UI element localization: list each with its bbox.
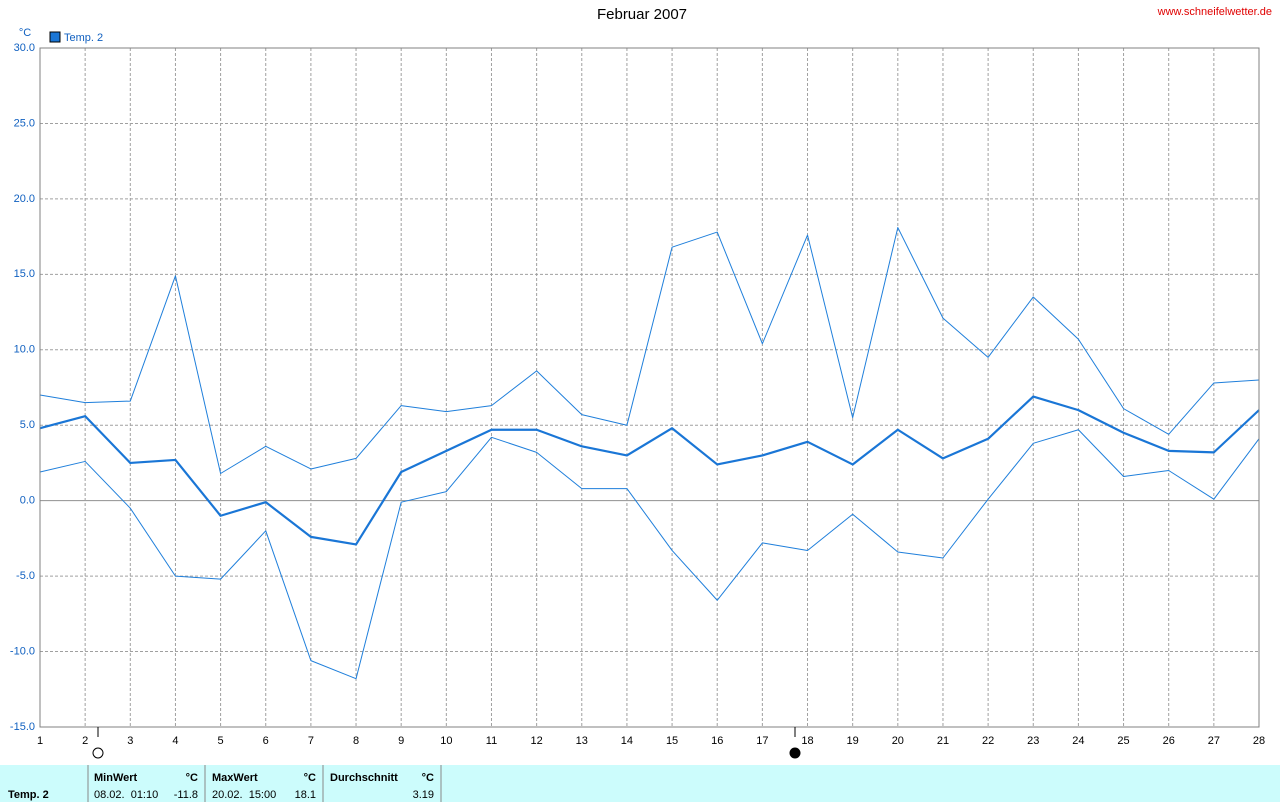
y-tick-label: -10.0 bbox=[10, 645, 35, 657]
plot bbox=[39, 47, 1260, 728]
full-moon bbox=[789, 747, 801, 759]
x-tick-label: 18 bbox=[801, 735, 813, 747]
stat-value: -11.8 bbox=[174, 789, 198, 801]
stat-unit: °C bbox=[422, 772, 434, 784]
x-tick-label: 16 bbox=[711, 735, 723, 747]
x-tick-label: 11 bbox=[486, 735, 497, 747]
x-tick-label: 4 bbox=[172, 735, 178, 747]
stat-name: Durchschnitt bbox=[330, 772, 398, 784]
y-tick-label: 5.0 bbox=[20, 419, 35, 431]
footer-label: Temp. 2 bbox=[8, 789, 49, 801]
x-tick-label: 17 bbox=[756, 735, 768, 747]
y-tick-label: 0.0 bbox=[20, 495, 35, 507]
y-tick-label: 30.0 bbox=[14, 42, 35, 54]
legend-swatch bbox=[49, 31, 61, 43]
x-tick-label: 15 bbox=[666, 735, 678, 747]
x-tick-label: 2 bbox=[82, 735, 88, 747]
footer-bg bbox=[0, 765, 1280, 802]
chart-title: Februar 2007 bbox=[597, 6, 687, 23]
x-tick-label: 10 bbox=[440, 735, 452, 747]
stat-value: 18.1 bbox=[295, 789, 316, 801]
x-tick-label: 19 bbox=[847, 735, 859, 747]
stat-name: MinWert bbox=[94, 772, 138, 784]
x-tick-label: 12 bbox=[531, 735, 543, 747]
stat-unit: °C bbox=[304, 772, 316, 784]
y-tick-label: 25.0 bbox=[14, 117, 35, 129]
series-line bbox=[39, 227, 1260, 475]
x-tick-label: 24 bbox=[1072, 735, 1084, 747]
plot-frame bbox=[39, 47, 1260, 728]
y-tick-label: 15.0 bbox=[14, 268, 35, 280]
x-tick-label: 6 bbox=[263, 735, 269, 747]
series-line bbox=[39, 429, 1260, 680]
y-tick-label: 10.0 bbox=[14, 344, 35, 356]
x-tick-label: 1 bbox=[37, 735, 43, 747]
new-moon bbox=[92, 747, 104, 759]
series-line bbox=[39, 395, 1260, 546]
stat-unit: °C bbox=[186, 772, 198, 784]
x-tick-label: 3 bbox=[127, 735, 133, 747]
x-tick-label: 23 bbox=[1027, 735, 1039, 747]
x-tick-label: 20 bbox=[892, 735, 904, 747]
legend-label: Temp. 2 bbox=[64, 32, 103, 44]
stat-time: 08.02. 01:10 bbox=[94, 789, 158, 801]
y-tick-label: -5.0 bbox=[16, 570, 35, 582]
x-tick-label: 22 bbox=[982, 735, 994, 747]
x-tick-label: 9 bbox=[398, 735, 404, 747]
y-tick-label: 20.0 bbox=[14, 193, 35, 205]
x-tick-label: 13 bbox=[576, 735, 588, 747]
unit: °C bbox=[19, 27, 31, 39]
source: www.schneifelwetter.de bbox=[1157, 6, 1272, 18]
x-tick-label: 7 bbox=[308, 735, 314, 747]
x-tick-label: 8 bbox=[353, 735, 359, 747]
x-tick-label: 5 bbox=[218, 735, 224, 747]
y-tick-label: -15.0 bbox=[10, 721, 35, 733]
x-tick-label: 28 bbox=[1253, 735, 1265, 747]
stat-value: 3.19 bbox=[413, 789, 434, 801]
footer: Temp. 2 MinWert °C 08.02. 01:10 -11.8 Ma… bbox=[0, 765, 1280, 802]
x-tick-label: 26 bbox=[1163, 735, 1175, 747]
x-tick-label: 14 bbox=[621, 735, 633, 747]
x-tick-label: 27 bbox=[1208, 735, 1220, 747]
stat-time: 20.02. 15:00 bbox=[212, 789, 276, 801]
stat-name: MaxWert bbox=[212, 772, 258, 784]
x-tick-label: 21 bbox=[937, 735, 949, 747]
x-tick-label: 25 bbox=[1117, 735, 1129, 747]
